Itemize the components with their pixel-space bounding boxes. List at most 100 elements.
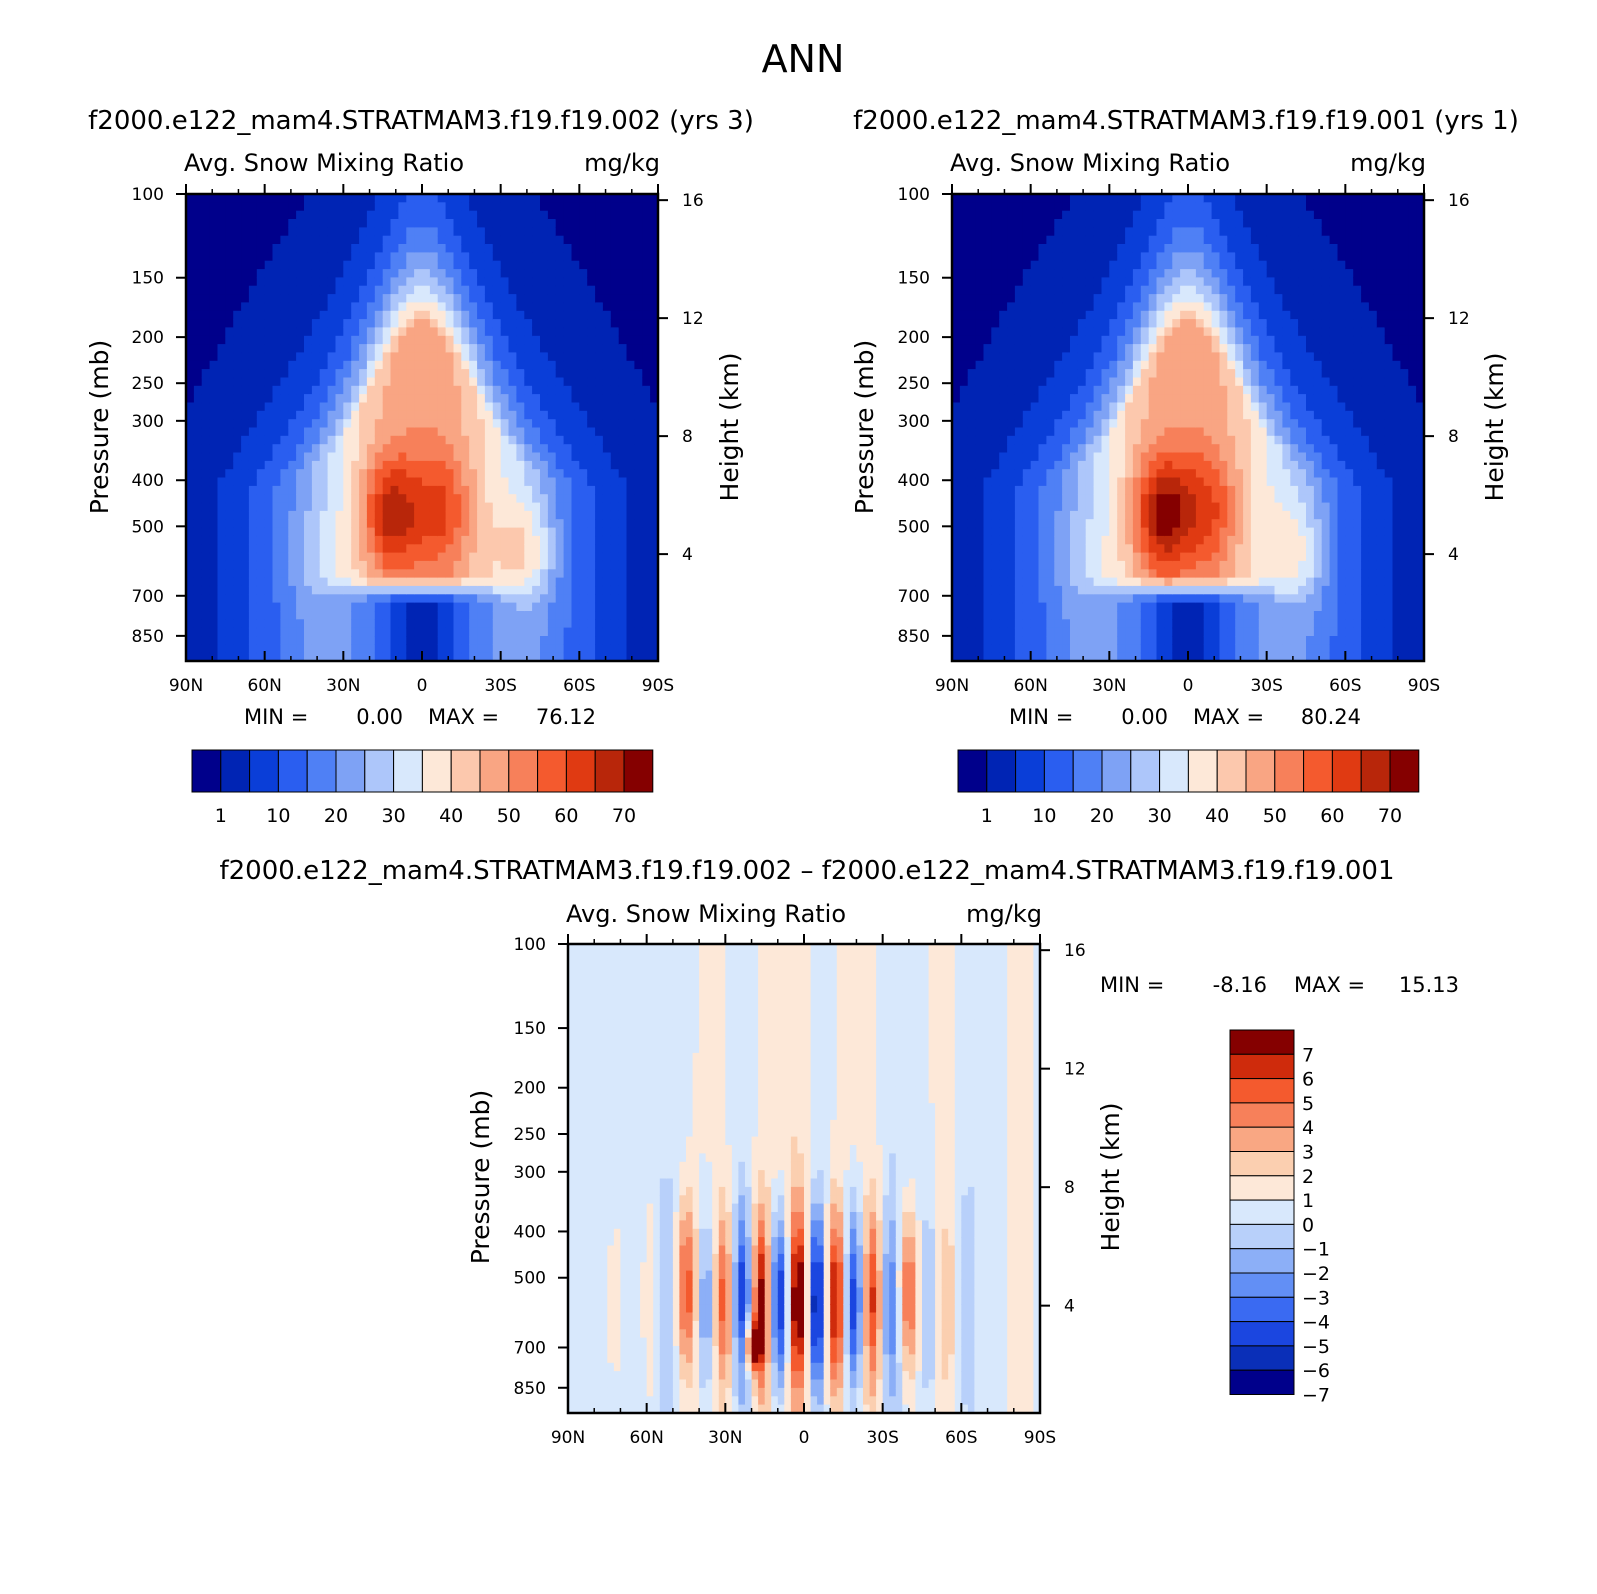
- left-cell: [390, 244, 400, 253]
- left-cell: [422, 377, 431, 387]
- left-cell: [390, 644, 400, 654]
- left-cell: [540, 269, 549, 279]
- left-cell: [359, 244, 368, 253]
- left-cell: [437, 352, 447, 362]
- right-cell: [1077, 594, 1087, 604]
- left-cell: [193, 619, 203, 629]
- left-cell: [390, 519, 400, 529]
- left-cell: [343, 385, 352, 395]
- left-cell: [406, 235, 415, 245]
- left-cell: [650, 335, 658, 345]
- right-cell: [1007, 327, 1016, 337]
- left-cell: [532, 444, 541, 454]
- left-cell: [650, 319, 658, 329]
- right-cell: [1085, 310, 1095, 320]
- left-cell: [547, 510, 557, 520]
- left-cell: [304, 369, 313, 379]
- left-cell: [296, 460, 305, 470]
- left-cell: [595, 552, 604, 562]
- left-cell: [414, 369, 423, 379]
- left-cell: [626, 502, 636, 512]
- left-cell: [650, 310, 658, 320]
- right-cell: [1038, 352, 1048, 362]
- right-cell: [1132, 352, 1142, 362]
- right-cell: [1132, 310, 1142, 320]
- left-cell: [241, 344, 250, 354]
- left-cell: [508, 460, 518, 470]
- left-cell: [335, 252, 345, 262]
- right-cell: [1085, 335, 1095, 345]
- left-cell: [563, 435, 573, 445]
- right-cell: [1062, 219, 1071, 228]
- left-cell: [398, 410, 407, 420]
- right-cell: [1007, 427, 1016, 437]
- right-cell: [1022, 385, 1032, 395]
- right-cell: [1101, 444, 1111, 454]
- left-cell: [555, 602, 565, 612]
- left-cell: [217, 636, 227, 645]
- left-cell: [390, 210, 400, 220]
- right-cell: [1085, 252, 1095, 262]
- right-cell: [1054, 444, 1063, 454]
- right-cell: [1148, 527, 1158, 537]
- right-cell: [959, 527, 969, 537]
- right-cell: [1085, 369, 1095, 379]
- left-cell: [516, 360, 525, 370]
- left-cell: [532, 219, 541, 228]
- right-cell: [1038, 394, 1048, 404]
- left-cell: [359, 369, 368, 379]
- left-cell: [343, 444, 352, 454]
- right-cell: [959, 352, 969, 362]
- left-cell: [248, 602, 258, 612]
- left-cell: [626, 219, 636, 228]
- left-cell: [398, 385, 407, 395]
- left-cell: [366, 294, 376, 304]
- right-cell: [1007, 402, 1016, 412]
- right-cell: [1140, 194, 1150, 203]
- left-cell: [587, 477, 596, 487]
- right-cell: [1156, 402, 1166, 412]
- left-cell: [311, 302, 321, 312]
- right-cell: [967, 302, 977, 312]
- left-cell: [280, 560, 289, 570]
- right-cell: [991, 427, 1000, 437]
- left-cell: [241, 269, 250, 279]
- left-cell: [610, 327, 620, 337]
- left-cell: [233, 477, 242, 487]
- left-cell: [351, 544, 360, 554]
- left-cell: [390, 427, 400, 437]
- left-cell: [241, 552, 250, 562]
- right-cell: [1022, 252, 1032, 262]
- left-cell: [477, 644, 486, 654]
- right-cell: [1077, 560, 1087, 570]
- left-cell: [610, 527, 620, 537]
- right-cell: [1070, 294, 1079, 304]
- left-cell: [540, 385, 549, 395]
- right-cell: [967, 360, 977, 370]
- left-cell: [602, 335, 612, 345]
- left-cell: [595, 460, 604, 470]
- right-cell: [1101, 260, 1111, 270]
- left-cell: [335, 560, 345, 570]
- left-cell: [453, 385, 463, 395]
- left-cell: [508, 219, 518, 228]
- left-cell: [351, 344, 360, 354]
- right-cell: [1070, 360, 1079, 370]
- right-cell: [1093, 577, 1103, 587]
- left-cell: [335, 277, 345, 287]
- left-cell: [650, 477, 658, 487]
- right-cell: [1030, 569, 1040, 579]
- left-cell: [571, 352, 581, 362]
- left-cell: [264, 452, 274, 462]
- left-cell: [217, 410, 227, 420]
- left-cell: [437, 619, 447, 629]
- left-cell: [453, 544, 463, 554]
- right-cell: [1077, 369, 1087, 379]
- left-cell: [209, 219, 219, 228]
- right-cell: [1007, 369, 1016, 379]
- left-cell: [469, 652, 478, 661]
- right-cell: [952, 319, 961, 329]
- left-xtick-label: 30S: [484, 676, 516, 696]
- left-cell: [626, 544, 636, 554]
- left-cell: [280, 602, 289, 612]
